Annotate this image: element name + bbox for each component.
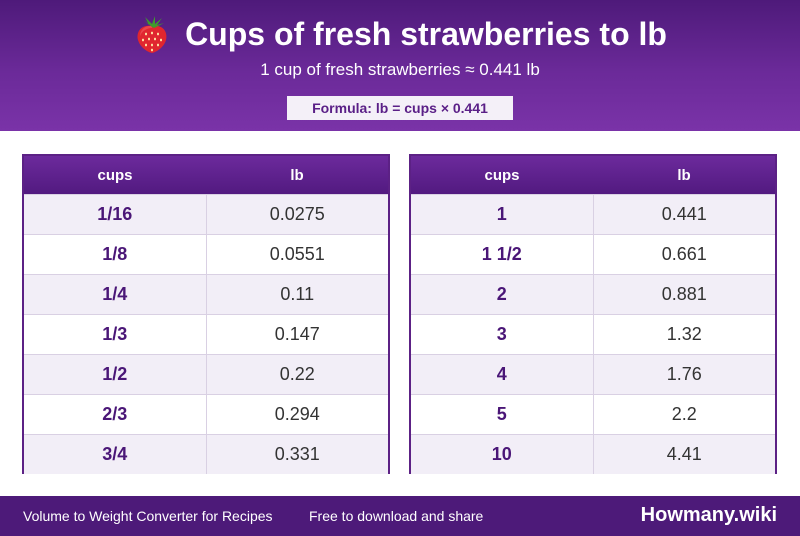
table-header: cups lb (24, 156, 388, 194)
table-row: 2 0.881 (411, 274, 775, 314)
cell-lb: 0.11 (280, 284, 315, 304)
cell-lb: 0.294 (274, 404, 320, 424)
table-row: 1/16 0.0275 (24, 194, 388, 234)
cell-cups: 1/4 (24, 275, 207, 314)
table-row: 1/8 0.0551 (24, 234, 388, 274)
cell-cups: 2/3 (24, 395, 207, 434)
cell-cups: 3 (411, 315, 594, 354)
cell-lb: 0.331 (274, 444, 320, 464)
table-row: 1/2 0.22 (24, 354, 388, 394)
table-row: 3 1.32 (411, 314, 775, 354)
footer-tagline: Volume to Weight Converter for Recipes (23, 508, 273, 524)
cell-lb: 0.441 (661, 204, 707, 224)
conversion-table-left: cups lb 1/16 0.0275 1/8 0.0551 1/4 0.11 1/3… (22, 154, 390, 474)
column-header-lb: lb (290, 166, 304, 184)
strawberry-icon (133, 14, 171, 54)
cell-lb: 0.147 (274, 324, 320, 344)
cell-cups: 4 (411, 355, 594, 394)
page-subtitle: 1 cup of fresh strawberries ≈ 0.441 lb (260, 60, 540, 79)
cell-cups: 1/16 (24, 195, 207, 234)
footer-share-text: Free to download and share (309, 508, 484, 524)
title-row: Cups of fresh strawberries to lb (0, 12, 800, 56)
conversion-table-right: cups lb 1 0.441 1 1/2 0.661 2 0.881 3 1.32 4… (409, 154, 777, 474)
cell-cups: 1 1/2 (411, 235, 594, 274)
formula-badge: Formula: lb = cups × 0.441 (287, 96, 513, 120)
cell-cups: 1/3 (24, 315, 207, 354)
cell-lb: 0.881 (661, 284, 707, 304)
table-row: 4 1.76 (411, 354, 775, 394)
footer-bar: Volume to Weight Converter for Recipes F… (0, 496, 800, 536)
cell-lb: 4.41 (666, 444, 702, 464)
column-header-lb: lb (677, 166, 691, 184)
page-title: Cups of fresh strawberries to lb (185, 15, 667, 52)
cell-lb: 0.0275 (269, 204, 325, 224)
header-banner: Cups of fresh strawberries to lb 1 cup o… (0, 0, 800, 131)
column-header-cups: cups (484, 166, 520, 184)
cell-lb: 0.661 (661, 244, 707, 264)
table-row: 1/3 0.147 (24, 314, 388, 354)
brand-logo-text[interactable]: Howmany.wiki (640, 504, 777, 526)
cell-lb: 0.0551 (269, 244, 325, 264)
table-row: 3/4 0.331 (24, 434, 388, 474)
cell-lb: 1.76 (666, 364, 702, 384)
table-row: 1/4 0.11 (24, 274, 388, 314)
table-row: 1 0.441 (411, 194, 775, 234)
cell-lb: 1.32 (666, 324, 702, 344)
table-row: 1 1/2 0.661 (411, 234, 775, 274)
cell-cups: 3/4 (24, 435, 207, 474)
cell-cups: 1/8 (24, 235, 207, 274)
cell-lb: 0.22 (279, 364, 315, 384)
cell-cups: 1/2 (24, 355, 207, 394)
column-header-cups: cups (97, 166, 133, 184)
cell-cups: 1 (411, 195, 594, 234)
table-row: 5 2.2 (411, 394, 775, 434)
cell-lb: 2.2 (671, 404, 697, 424)
cell-cups: 5 (411, 395, 594, 434)
table-row: 10 4.41 (411, 434, 775, 474)
table-row: 2/3 0.294 (24, 394, 388, 434)
cell-cups: 10 (411, 435, 594, 474)
cell-cups: 2 (411, 275, 594, 314)
table-header: cups lb (411, 156, 775, 194)
